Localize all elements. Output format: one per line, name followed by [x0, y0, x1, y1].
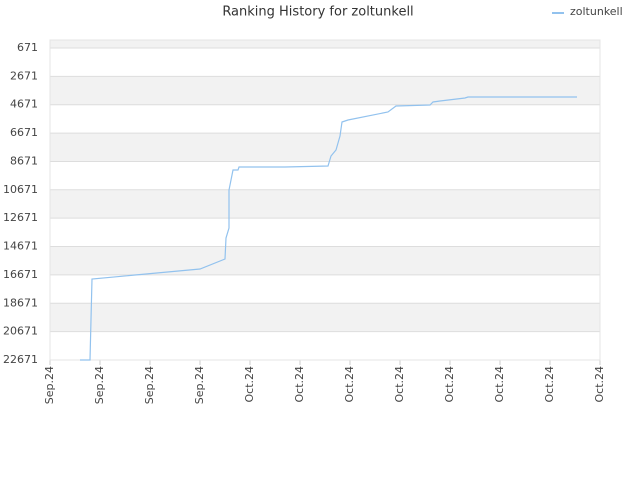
- chart-title: Ranking History for zoltunkell: [222, 5, 413, 20]
- y-tick-label: 2671: [10, 69, 38, 82]
- y-tick-label: 18671: [3, 296, 38, 309]
- grid-band: [50, 303, 600, 332]
- x-tick-label: Sep.24: [193, 366, 206, 404]
- y-tick-label: 12671: [3, 211, 38, 224]
- grid-band: [50, 133, 600, 162]
- x-tick-label: Oct.24: [243, 366, 256, 403]
- y-tick-label: 10671: [3, 183, 38, 196]
- x-tick-label: Oct.24: [443, 366, 456, 403]
- x-tick-label: Sep.24: [93, 366, 106, 404]
- line: [80, 96, 577, 361]
- grid-band: [50, 246, 600, 275]
- grid-band: [50, 76, 600, 105]
- y-tick-label: 671: [17, 41, 38, 54]
- x-tick-label: Oct.24: [343, 366, 356, 403]
- y-tick-label: 14671: [3, 240, 38, 253]
- x-tick-label: Oct.24: [493, 366, 506, 403]
- grid-band: [50, 189, 600, 219]
- x-tick-label: Sep.24: [43, 366, 56, 404]
- legend-label: zoltunkell: [570, 5, 623, 18]
- x-tick-label: Oct.24: [293, 366, 306, 403]
- x-tick-label: Oct.24: [393, 366, 406, 403]
- y-tick-label: 22671: [3, 353, 38, 366]
- plot-border: [49, 39, 601, 361]
- y-tick-label: 6671: [10, 126, 38, 139]
- y-tick-label: 16671: [3, 268, 38, 281]
- grid-band: [50, 40, 600, 48]
- x-tick-label: Oct.24: [593, 366, 606, 403]
- x-tick-label: Sep.24: [143, 366, 156, 404]
- y-tick-label: 4671: [10, 98, 38, 111]
- y-tick-label: 20671: [3, 325, 38, 338]
- x-tick-label: Oct.24: [543, 366, 556, 403]
- y-tick-label: 8671: [10, 154, 38, 167]
